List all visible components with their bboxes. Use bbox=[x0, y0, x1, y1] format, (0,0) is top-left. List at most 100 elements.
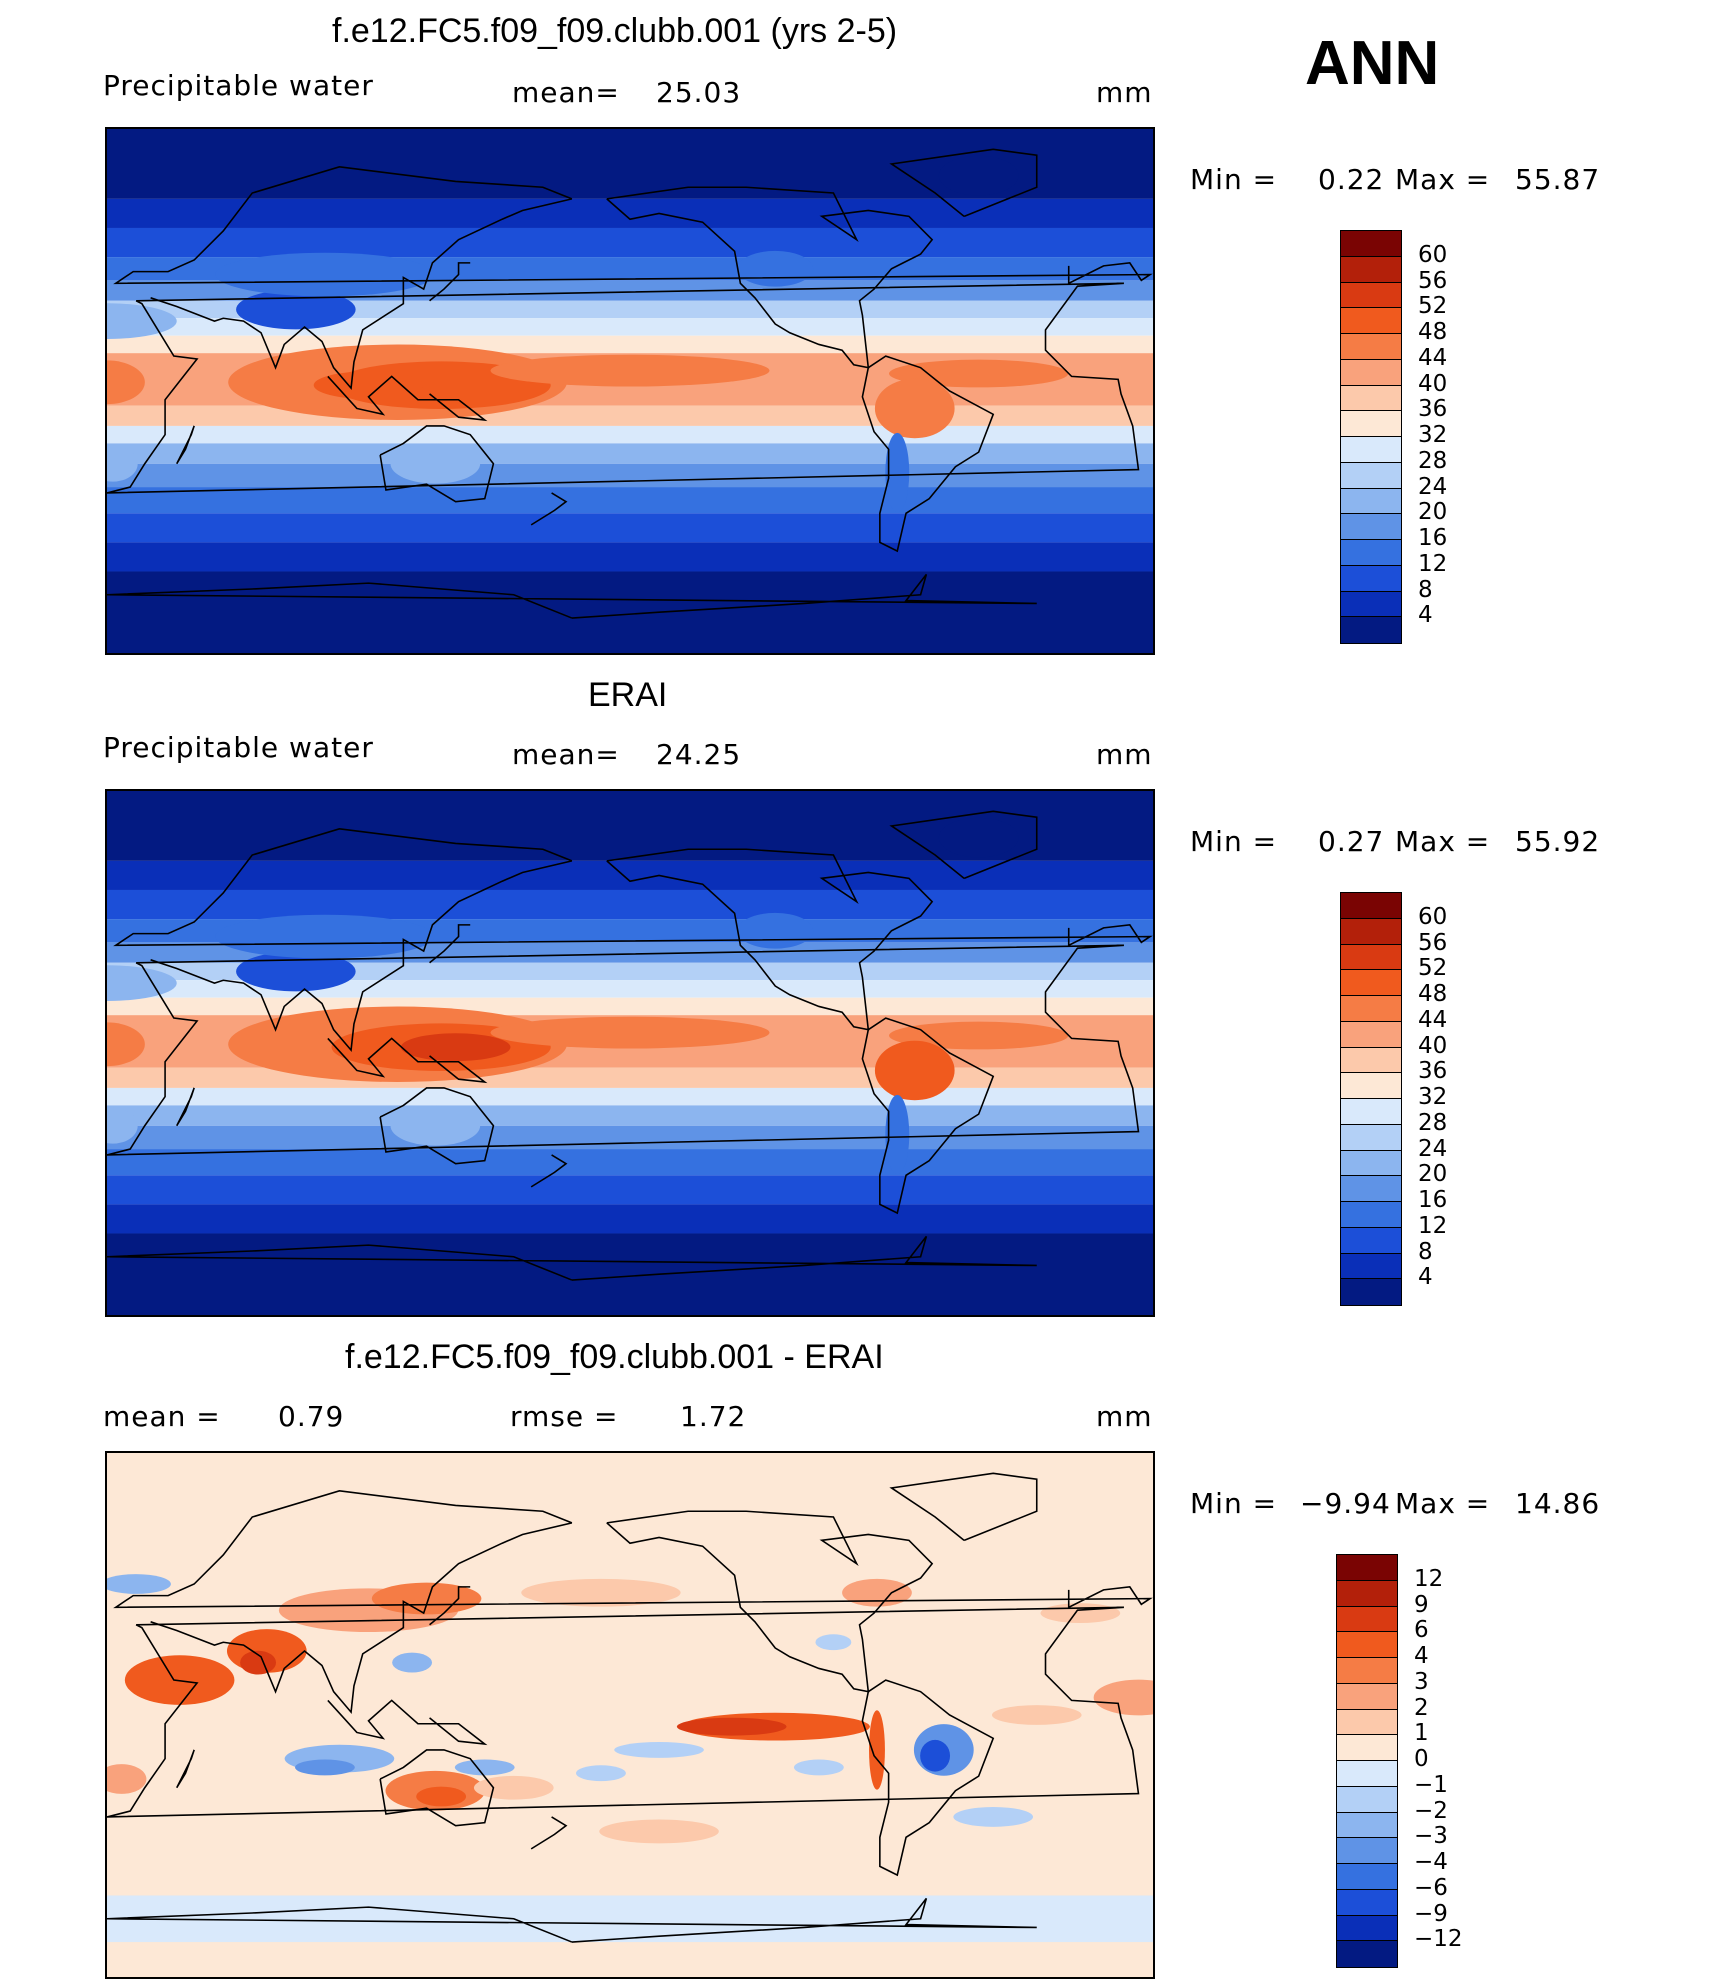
pw-itcz-pacific bbox=[490, 1016, 770, 1049]
colorbar-tick-label: 56 bbox=[1418, 267, 1448, 294]
diff-negative-anomaly bbox=[295, 1759, 355, 1776]
colorbar-tick-label: 8 bbox=[1418, 1238, 1433, 1265]
colorbar-swatch bbox=[1341, 411, 1401, 437]
panel-1-min-value: 0.22 bbox=[1318, 163, 1385, 196]
panel-1-colorbar bbox=[1340, 230, 1402, 644]
panel-2-max-value: 55.92 bbox=[1515, 825, 1601, 858]
colorbar-swatch bbox=[1337, 1632, 1397, 1658]
panel-2-map bbox=[105, 789, 1155, 1317]
colorbar-swatch bbox=[1341, 385, 1401, 412]
pw-latitude-band bbox=[107, 318, 1153, 336]
colorbar-swatch bbox=[1341, 1124, 1401, 1151]
colorbar-tick-label: −6 bbox=[1414, 1874, 1448, 1901]
colorbar-tick-label: 56 bbox=[1418, 929, 1448, 956]
colorbar-tick-label: 48 bbox=[1418, 319, 1448, 345]
colorbar-tick-label: 16 bbox=[1418, 1187, 1448, 1213]
colorbar-tick-label: 44 bbox=[1418, 1006, 1448, 1033]
colorbar-swatch bbox=[1341, 1279, 1401, 1305]
colorbar-tick-label: 52 bbox=[1418, 955, 1448, 982]
colorbar-swatch bbox=[1341, 944, 1401, 971]
pw-congo bbox=[107, 360, 145, 405]
coastline-north-america bbox=[606, 186, 934, 369]
diff-negative-anomaly bbox=[953, 1806, 1034, 1827]
coastline-australia bbox=[379, 1749, 495, 1827]
coastline-madagascar bbox=[176, 425, 195, 465]
colorbar-tick-label: 36 bbox=[1418, 396, 1448, 423]
panel-3-min-label: Min = bbox=[1190, 1487, 1278, 1520]
colorbar-swatch bbox=[1337, 1941, 1397, 1967]
panel-3-colorbar bbox=[1336, 1554, 1398, 1968]
colorbar-swatch bbox=[1341, 514, 1401, 540]
coastline-antarctica bbox=[107, 1235, 1037, 1281]
coastline-south-america bbox=[861, 1679, 995, 1877]
colorbar-tick-label: 52 bbox=[1418, 293, 1448, 320]
coastline-greenland bbox=[889, 810, 1038, 880]
pw-latitude-band bbox=[107, 571, 1153, 653]
colorbar-tick-label: 20 bbox=[1418, 499, 1448, 526]
coastline-eurasia-north bbox=[113, 166, 1153, 285]
colorbar-tick-label: 48 bbox=[1418, 981, 1448, 1007]
colorbar-swatch bbox=[1337, 1786, 1397, 1813]
colorbar-swatch bbox=[1341, 308, 1401, 334]
pw-latitude-band bbox=[107, 300, 1153, 319]
panel-3-min-value: −9.94 bbox=[1300, 1487, 1391, 1520]
coastline-south-america bbox=[861, 1017, 995, 1215]
colorbar-tick-label: 12 bbox=[1418, 550, 1448, 577]
colorbar-tick-label: 36 bbox=[1418, 1058, 1448, 1085]
coastline-greenland bbox=[889, 1472, 1038, 1542]
pw-itcz-pacific bbox=[490, 354, 770, 387]
pw-congo bbox=[107, 1022, 145, 1067]
colorbar-tick-label: −3 bbox=[1414, 1823, 1448, 1850]
diff-positive-anomaly bbox=[842, 1578, 912, 1607]
panel-1-title: f.e12.FC5.f09_f09.clubb.001 (yrs 2-5) bbox=[332, 12, 898, 50]
colorbar-swatch bbox=[1341, 893, 1401, 919]
panel-2-units: mm bbox=[1096, 738, 1153, 771]
panel-1-max-label: Max = bbox=[1395, 163, 1491, 196]
colorbar-swatch bbox=[1337, 1555, 1397, 1581]
colorbar-swatch bbox=[1337, 1838, 1397, 1864]
colorbar-swatch bbox=[1341, 282, 1401, 309]
pw-latitude-band bbox=[107, 1204, 1153, 1234]
pw-latitude-band bbox=[107, 980, 1153, 998]
colorbar-tick-label: 28 bbox=[1418, 447, 1448, 474]
colorbar-swatch bbox=[1341, 918, 1401, 945]
coastline-new-zealand bbox=[530, 1816, 568, 1850]
colorbar-tick-label: 9 bbox=[1414, 1591, 1429, 1618]
coastline-japan bbox=[429, 1586, 471, 1626]
panel-3-max-label: Max = bbox=[1395, 1487, 1491, 1520]
diff-background bbox=[107, 1453, 1153, 1977]
colorbar-tick-label: 4 bbox=[1414, 1643, 1429, 1669]
panel-1-units: mm bbox=[1096, 76, 1153, 109]
diff-positive-anomaly bbox=[521, 1578, 681, 1607]
panel-3-mean-value: 0.79 bbox=[278, 1400, 345, 1433]
colorbar-swatch bbox=[1341, 462, 1401, 489]
pw-latitude-band bbox=[107, 1175, 1153, 1205]
pw-latitude-band bbox=[107, 962, 1153, 981]
panel-3-title: f.e12.FC5.f09_f09.clubb.001 - ERAI bbox=[345, 1338, 884, 1376]
pw-central-asia bbox=[215, 914, 435, 959]
coastline-maritime-continent bbox=[327, 375, 488, 422]
colorbar-swatch bbox=[1341, 617, 1401, 643]
colorbar-tick-label: 12 bbox=[1418, 1212, 1448, 1239]
panel-2-max-label: Max = bbox=[1395, 825, 1491, 858]
coastline-eurasia-north bbox=[113, 828, 1153, 947]
pw-latitude-band bbox=[107, 443, 1153, 464]
diff-positive-anomaly bbox=[676, 1717, 787, 1736]
colorbar-tick-label: 3 bbox=[1414, 1668, 1429, 1695]
diff-negative-anomaly bbox=[614, 1741, 704, 1758]
panel-1-mean-label: mean= bbox=[512, 76, 620, 109]
panel-1-map bbox=[105, 127, 1155, 655]
colorbar-tick-label: 44 bbox=[1418, 344, 1448, 371]
colorbar-tick-label: 8 bbox=[1418, 576, 1433, 603]
colorbar-tick-label: −2 bbox=[1414, 1797, 1448, 1824]
pw-rockies bbox=[737, 912, 814, 949]
pw-latitude-band bbox=[107, 860, 1153, 890]
colorbar-swatch bbox=[1337, 1580, 1397, 1607]
colorbar-swatch bbox=[1341, 1202, 1401, 1228]
pw-warm-pool-peak bbox=[313, 371, 424, 400]
coastline-new-zealand bbox=[530, 492, 568, 526]
coastline-madagascar bbox=[176, 1749, 195, 1789]
panel-3-rmse-label: rmse = bbox=[510, 1400, 619, 1433]
diff-positive-anomaly bbox=[416, 1786, 467, 1807]
coastline-north-america bbox=[606, 848, 934, 1031]
